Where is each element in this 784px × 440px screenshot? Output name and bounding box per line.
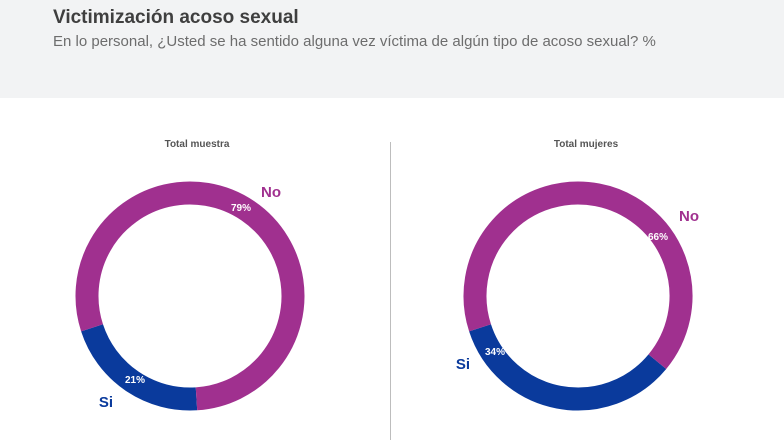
category-label-no: No (261, 184, 281, 201)
category-label-si: Si (99, 394, 113, 411)
value-label-no: 66% (648, 232, 668, 243)
donut-slice-si (469, 324, 667, 411)
chart-title-total-mujeres: Total mujeres (554, 139, 619, 150)
donut-slice-si (81, 323, 198, 411)
donut-slice-no (463, 181, 693, 369)
donut-slice-no (75, 181, 305, 411)
value-label-no: 79% (231, 203, 251, 214)
chart-divider (390, 142, 391, 440)
header-band: Victimización acoso sexual En lo persona… (0, 0, 784, 98)
category-label-no: No (679, 208, 699, 225)
value-label-si: 21% (125, 375, 145, 386)
page-subtitle: En lo personal, ¿Usted se ha sentido alg… (53, 33, 656, 50)
page-title: Victimización acoso sexual (53, 7, 299, 28)
chart-total-mujeres: Total mujeres 66% 34% No Si (456, 139, 699, 411)
category-label-si: Si (456, 356, 470, 373)
chart-title-total-muestra: Total muestra (165, 139, 230, 150)
value-label-si: 34% (485, 347, 505, 358)
chart-total-muestra: Total muestra 79% 21% No Si (75, 139, 305, 411)
